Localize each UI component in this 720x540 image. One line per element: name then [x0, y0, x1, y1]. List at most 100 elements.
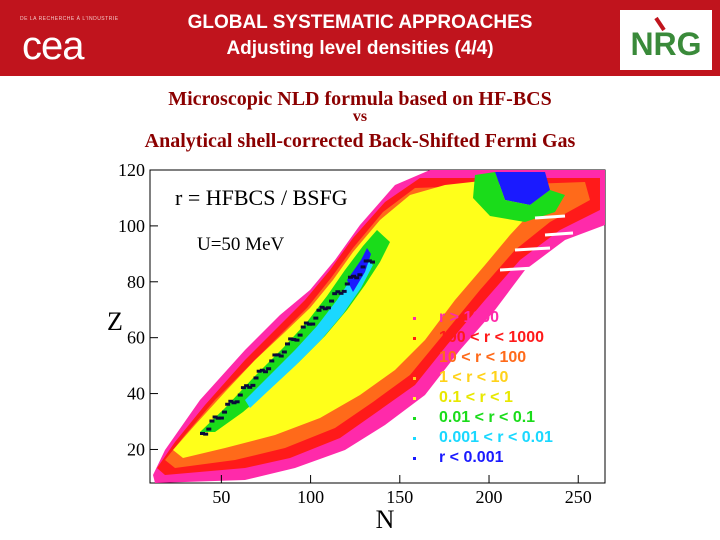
stable-nucleus-mark — [247, 385, 253, 389]
legend-swatch — [413, 377, 416, 380]
x-tick-label: 200 — [476, 487, 503, 507]
stable-nucleus-mark — [256, 369, 262, 373]
stable-nucleus-mark — [341, 289, 347, 293]
y-tick-label: 100 — [118, 216, 145, 236]
stable-nucleus-mark — [288, 337, 294, 341]
stable-nucleus-mark — [262, 370, 268, 374]
edge-stripes — [499, 214, 574, 272]
stable-nucleus-mark — [250, 383, 256, 387]
stable-nucleus-mark — [269, 359, 275, 363]
legend-swatch — [413, 397, 416, 400]
subtitle-line-3: Analytical shell-corrected Back-Shifted … — [144, 130, 576, 152]
stable-nucleus-mark — [240, 386, 246, 390]
stability-line — [200, 259, 375, 436]
region-blue-core — [347, 248, 371, 292]
title-line-2: Adjusting level densities (4/4) — [226, 38, 494, 59]
region-cyan — [245, 258, 373, 408]
x-tick-label: 250 — [565, 487, 592, 507]
stable-nucleus-mark — [225, 402, 231, 406]
energy-label: U=50 MeV — [197, 234, 285, 255]
legend-entry: 0.001 < r < 0.01 — [439, 429, 553, 446]
stable-nucleus-mark — [278, 354, 284, 358]
stable-nucleus-mark — [363, 259, 369, 263]
stable-nucleus-mark — [294, 338, 300, 342]
y-tick-label: 60 — [127, 328, 145, 348]
stable-nucleus-mark — [253, 376, 259, 380]
region-green-top — [473, 172, 565, 222]
ratio-label: r = HFBCS / BSFG — [175, 185, 348, 210]
stable-nucleus-mark — [206, 427, 212, 431]
legend-entry: r < 0.001 — [439, 449, 504, 466]
stable-nucleus-mark — [344, 282, 350, 286]
y-axis-label: Z — [107, 307, 123, 336]
y-tick-label: 80 — [127, 272, 145, 292]
stable-nucleus-mark — [237, 393, 243, 397]
legend-swatch — [413, 337, 416, 340]
stable-nucleus-mark — [231, 401, 237, 405]
heatmap-layer — [153, 170, 605, 483]
stable-nucleus-mark — [234, 400, 240, 404]
stable-nucleus-mark — [244, 384, 250, 388]
stable-nucleus-mark — [307, 322, 313, 326]
stable-nucleus-mark — [325, 306, 331, 310]
legend: r > 1000 100 < r < 1000 10 < r < 100 1 < r … — [413, 309, 553, 466]
legend-swatch — [413, 437, 416, 440]
subtitle-line-2: vs — [352, 108, 368, 125]
x-axis-label: N — [376, 505, 395, 534]
legend-swatch — [413, 417, 416, 420]
stable-nucleus-mark — [222, 410, 228, 414]
header-banner: DE LA RECHERCHE À L'INDUSTRIE cea GLOBAL… — [0, 0, 720, 76]
legend-swatch — [413, 317, 416, 320]
stable-nucleus-mark — [335, 290, 341, 294]
stable-nucleus-mark — [303, 321, 309, 325]
region-green — [200, 230, 390, 432]
stable-nucleus-mark — [297, 333, 303, 337]
stable-nucleus-mark — [329, 299, 335, 303]
legend-swatch — [413, 357, 416, 360]
title-line-1: GLOBAL SYSTEMATIC APPROACHES — [187, 12, 533, 33]
stable-nucleus-mark — [360, 265, 366, 269]
stable-nucleus-mark — [275, 353, 281, 357]
stable-nucleus-mark — [322, 307, 328, 311]
y-tick-label: 120 — [118, 160, 145, 180]
stable-nucleus-mark — [215, 416, 221, 420]
stable-nucleus-mark — [259, 368, 265, 372]
subtitle-line-1: Microscopic NLD formula based on HF-BCS — [168, 88, 552, 110]
ratio-chart: r > 1000 100 < r < 1000 10 < r < 100 1 < r … — [107, 160, 606, 534]
region-blue-top — [495, 172, 550, 205]
stable-nucleus-mark — [281, 350, 287, 354]
page-title: GLOBAL SYSTEMATIC APPROACHES Adjusting l… — [130, 10, 590, 62]
legend-entry: 10 < r < 100 — [439, 349, 526, 366]
stable-nucleus-mark — [291, 338, 297, 342]
stable-nucleus-mark — [285, 342, 290, 346]
x-tick-label: 150 — [386, 487, 413, 507]
stable-nucleus-mark — [212, 415, 218, 419]
y-tick-label: 40 — [127, 384, 145, 404]
stable-nucleus-mark — [313, 316, 319, 320]
legend-entry: 1 < r < 10 — [439, 369, 508, 386]
legend-entry: r > 1000 — [439, 309, 499, 326]
stable-nucleus-mark — [338, 291, 344, 295]
cea-logo: DE LA RECHERCHE À L'INDUSTRIE cea — [10, 10, 130, 68]
x-axis: 50 100 150 200 250 — [212, 475, 592, 507]
stable-nucleus-mark — [357, 273, 363, 277]
stable-nucleus-mark — [354, 276, 360, 280]
logo-tagline: DE LA RECHERCHE À L'INDUSTRIE — [20, 16, 119, 22]
stable-nucleus-mark — [370, 260, 375, 264]
legend-entry: 0.1 < r < 1 — [439, 389, 513, 406]
stable-nucleus-mark — [351, 274, 357, 278]
cea-logo-text: cea — [22, 24, 84, 68]
stable-nucleus-mark — [319, 305, 325, 309]
y-axis: 20 40 60 80 100 120 — [118, 160, 158, 459]
stable-nucleus-mark — [366, 259, 372, 263]
nrg-accent-mark — [654, 16, 666, 32]
stable-nucleus-mark — [272, 353, 278, 357]
nrg-logo-text: NRG — [630, 26, 701, 62]
stable-nucleus-mark — [203, 432, 209, 436]
stable-nucleus-mark — [200, 432, 205, 435]
stable-nucleus-mark — [218, 416, 224, 420]
stable-nucleus-mark — [310, 322, 316, 326]
stable-nucleus-mark — [316, 308, 322, 312]
y-tick-label: 20 — [127, 439, 145, 459]
x-tick-label: 100 — [297, 487, 324, 507]
